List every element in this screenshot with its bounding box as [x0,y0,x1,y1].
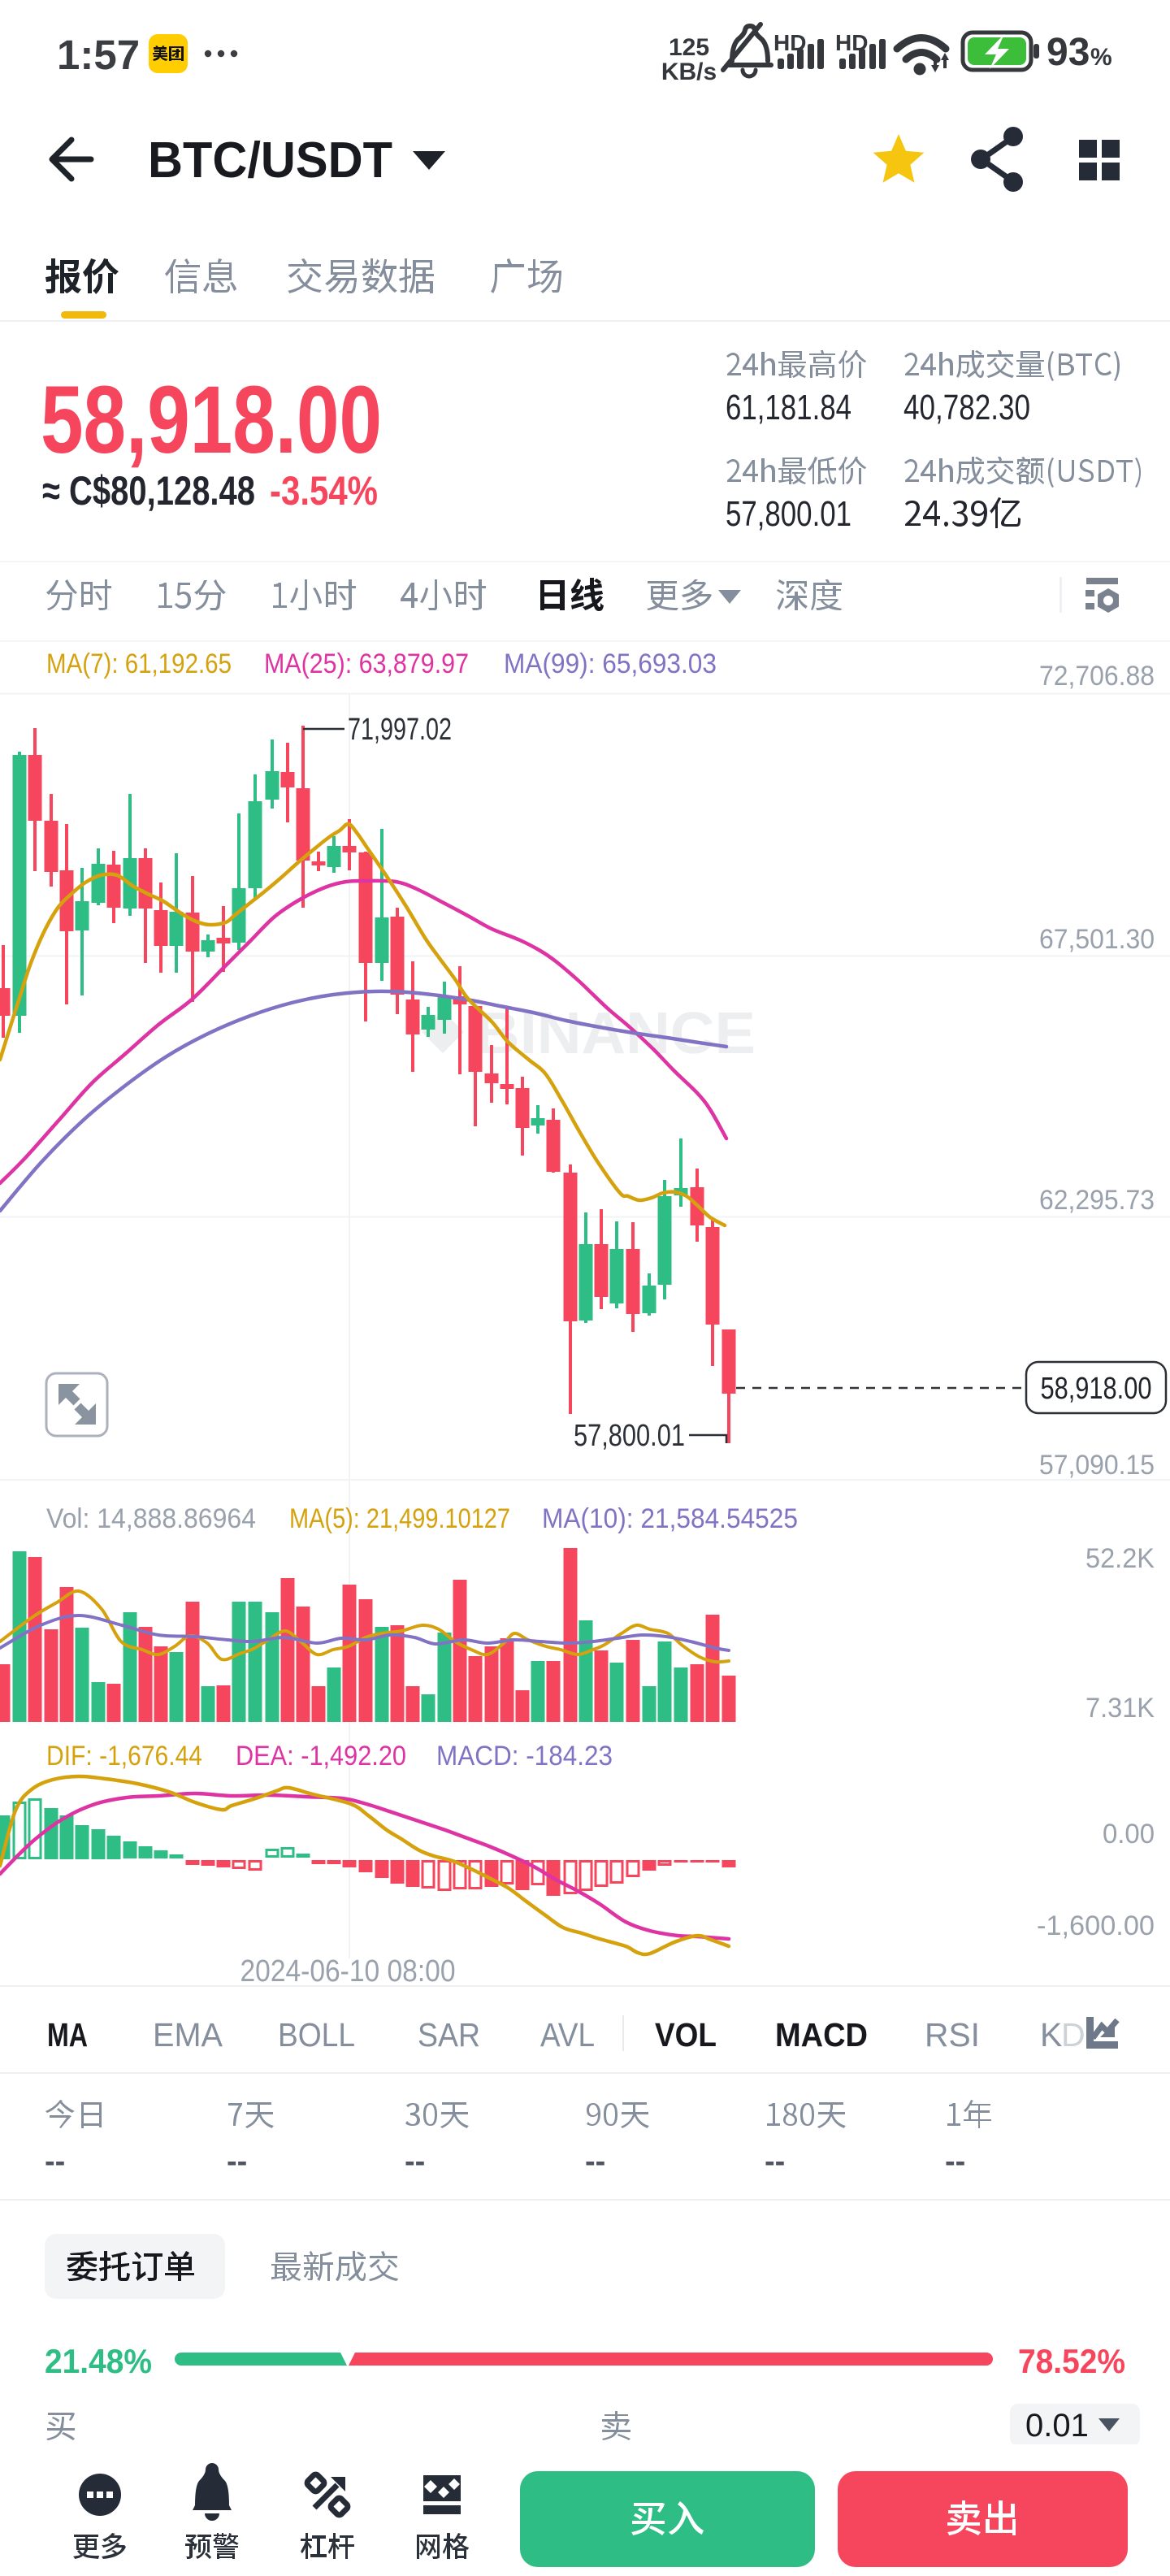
svg-text:--: -- [227,2144,247,2179]
svg-text:MACD: MACD [775,2016,868,2053]
svg-text:MACD: -184.23: MACD: -184.23 [436,1741,613,1772]
svg-text:58,918.00: 58,918.00 [41,366,382,474]
svg-text:--: -- [405,2144,425,2179]
svg-text:RSI: RSI [925,2016,980,2053]
svg-text:58,918.00: 58,918.00 [1041,1372,1152,1406]
svg-text:57,090.15: 57,090.15 [1039,1450,1155,1481]
svg-text:--: -- [945,2144,965,2179]
svg-text:2024-06-10 08:00: 2024-06-10 08:00 [240,1954,456,1988]
svg-text:61,181.84: 61,181.84 [726,388,852,427]
svg-text:67,501.30: 67,501.30 [1039,924,1155,955]
svg-text:125: 125 [669,34,709,61]
svg-text:78.52%: 78.52% [1018,2342,1125,2380]
svg-text:EMA: EMA [153,2016,223,2053]
svg-text:--: -- [765,2144,785,2179]
svg-text:21.48%: 21.48% [45,2342,152,2380]
svg-text:K: K [1040,2016,1062,2053]
svg-text:62,295.73: 62,295.73 [1039,1185,1155,1216]
svg-text:52.2K: 52.2K [1086,1543,1155,1574]
svg-text:KB/s: KB/s [661,59,717,85]
svg-text:-3.54%: -3.54% [270,468,378,514]
svg-text:BOLL: BOLL [278,2016,355,2053]
svg-text:MA(10): 21,584.54525: MA(10): 21,584.54525 [542,1503,798,1534]
svg-text:0.00: 0.00 [1103,1819,1155,1850]
svg-text:7.31K: 7.31K [1086,1693,1155,1724]
svg-text:40,782.30: 40,782.30 [904,388,1030,427]
svg-text:VOL: VOL [655,2016,717,2053]
svg-text:≈ C$80,128.48: ≈ C$80,128.48 [42,468,255,514]
svg-text:DIF: -1,676.44: DIF: -1,676.44 [46,1741,202,1772]
svg-text:93: 93 [1046,31,1090,74]
svg-text:%: % [1090,44,1112,71]
svg-text:--: -- [45,2144,65,2179]
svg-text:SAR: SAR [418,2016,480,2053]
svg-text:57,800.01: 57,800.01 [574,1419,685,1453]
svg-text:D: D [1061,2016,1086,2053]
svg-text:0.01: 0.01 [1025,2408,1089,2444]
svg-text:DEA: -1,492.20: DEA: -1,492.20 [236,1741,406,1772]
svg-text:AVL: AVL [540,2016,595,2053]
svg-text:MA(5): 21,499.10127: MA(5): 21,499.10127 [289,1503,510,1534]
svg-text:MA(99): 65,693.03: MA(99): 65,693.03 [504,648,717,679]
svg-text:Vol: 14,888.86964: Vol: 14,888.86964 [46,1503,256,1534]
svg-text:MA(7): 61,192.65: MA(7): 61,192.65 [46,648,232,679]
svg-text:1:57: 1:57 [57,32,140,78]
svg-text:MA: MA [47,2016,88,2053]
svg-text:-1,600.00: -1,600.00 [1037,1910,1155,1941]
svg-text:57,800.01: 57,800.01 [726,494,852,534]
svg-text:--: -- [585,2144,605,2179]
svg-text:MA(25): 63,879.97: MA(25): 63,879.97 [264,648,469,679]
svg-text:BTC/USDT: BTC/USDT [148,132,392,189]
svg-text:72,706.88: 72,706.88 [1039,661,1155,692]
svg-text:71,997.02: 71,997.02 [348,713,452,747]
